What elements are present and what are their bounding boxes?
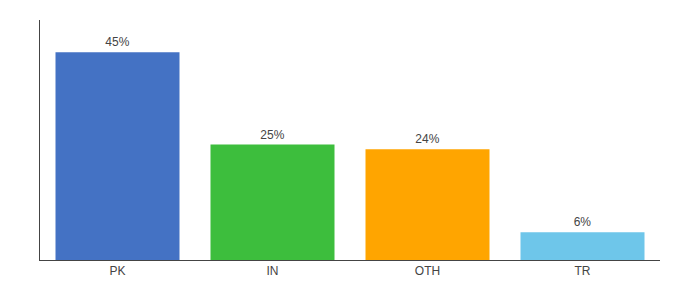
svg-text:TR: TR xyxy=(575,264,591,278)
svg-text:PK: PK xyxy=(109,264,125,278)
svg-text:IN: IN xyxy=(267,264,279,278)
svg-text:45%: 45% xyxy=(105,35,129,49)
svg-text:6%: 6% xyxy=(574,215,592,229)
svg-text:25%: 25% xyxy=(260,128,284,142)
svg-text:OTH: OTH xyxy=(415,264,440,278)
svg-text:24%: 24% xyxy=(415,132,439,146)
